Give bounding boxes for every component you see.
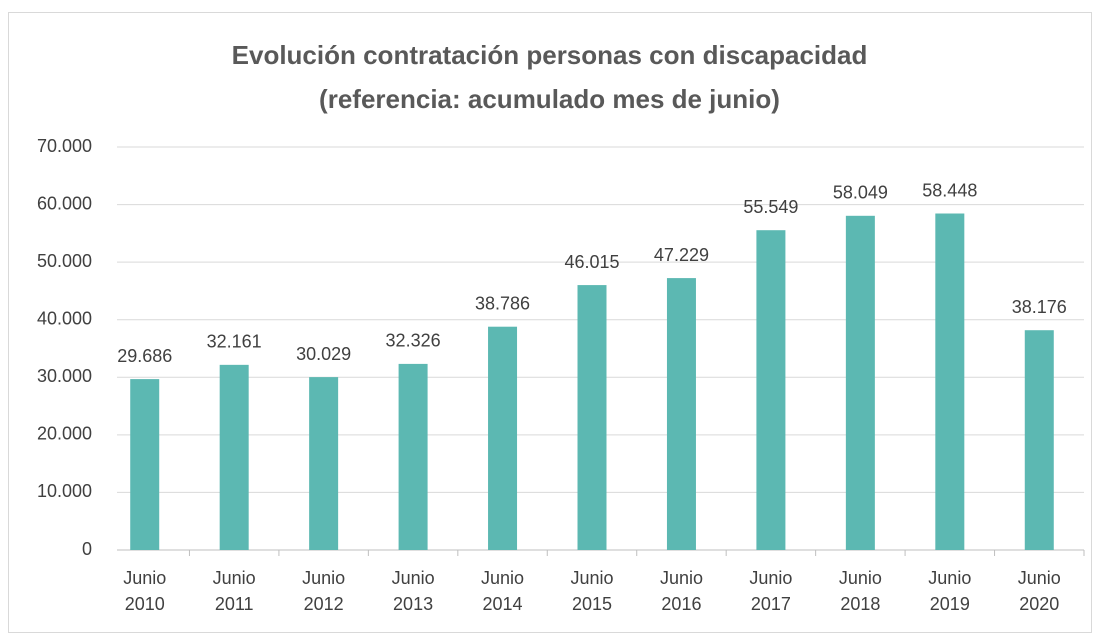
x-tick-label: Junio 2017 xyxy=(749,568,793,614)
bar xyxy=(398,363,428,550)
bar xyxy=(130,379,160,550)
data-label: 32.161 xyxy=(207,332,262,352)
data-label: 47.229 xyxy=(654,245,709,265)
chart-subtitle: (referencia: acumulado mes de junio) xyxy=(319,84,780,114)
bar xyxy=(488,326,518,550)
y-tick-label: 40.000 xyxy=(37,308,92,328)
x-tick-label: Junio 2012 xyxy=(302,568,346,614)
bar xyxy=(935,213,965,550)
data-label: 38.786 xyxy=(475,293,530,313)
x-tick-label: Junio 2018 xyxy=(838,568,882,614)
x-tick-label: Junio 2010 xyxy=(123,568,167,614)
chart-title: Evolución contratación personas con disc… xyxy=(231,40,868,70)
bar xyxy=(577,285,607,550)
x-tick-label: Junio 2016 xyxy=(659,568,703,614)
y-tick-label: 50.000 xyxy=(37,251,92,271)
x-tick-label: Junio 2011 xyxy=(212,568,256,614)
x-tick-label: Junio 2020 xyxy=(1017,568,1061,614)
data-label: 38.176 xyxy=(1012,297,1067,317)
data-label: 29.686 xyxy=(117,346,172,366)
bar xyxy=(1024,330,1054,550)
y-tick-label: 10.000 xyxy=(37,481,92,501)
data-label: 55.549 xyxy=(743,197,798,217)
bar xyxy=(756,230,786,550)
data-label: 58.049 xyxy=(833,183,888,203)
data-label: 32.326 xyxy=(386,331,441,351)
y-tick-label: 20.000 xyxy=(37,424,92,444)
y-tick-label: 60.000 xyxy=(37,193,92,213)
bar xyxy=(309,377,339,550)
x-tick-label: Junio 2014 xyxy=(481,568,525,614)
data-label: 46.015 xyxy=(564,252,619,272)
y-tick-label: 70.000 xyxy=(37,136,92,156)
x-tick-label: Junio 2013 xyxy=(391,568,435,614)
x-tick-label: Junio 2019 xyxy=(928,568,972,614)
bar xyxy=(219,364,249,550)
x-tick-label: Junio 2015 xyxy=(570,568,614,614)
data-label: 30.029 xyxy=(296,344,351,364)
bar xyxy=(845,215,875,550)
y-tick-label: 30.000 xyxy=(37,366,92,386)
data-label: 58.448 xyxy=(922,180,977,200)
bar xyxy=(666,278,696,550)
y-tick-label: 0 xyxy=(82,539,92,559)
chart-border xyxy=(8,12,1092,633)
